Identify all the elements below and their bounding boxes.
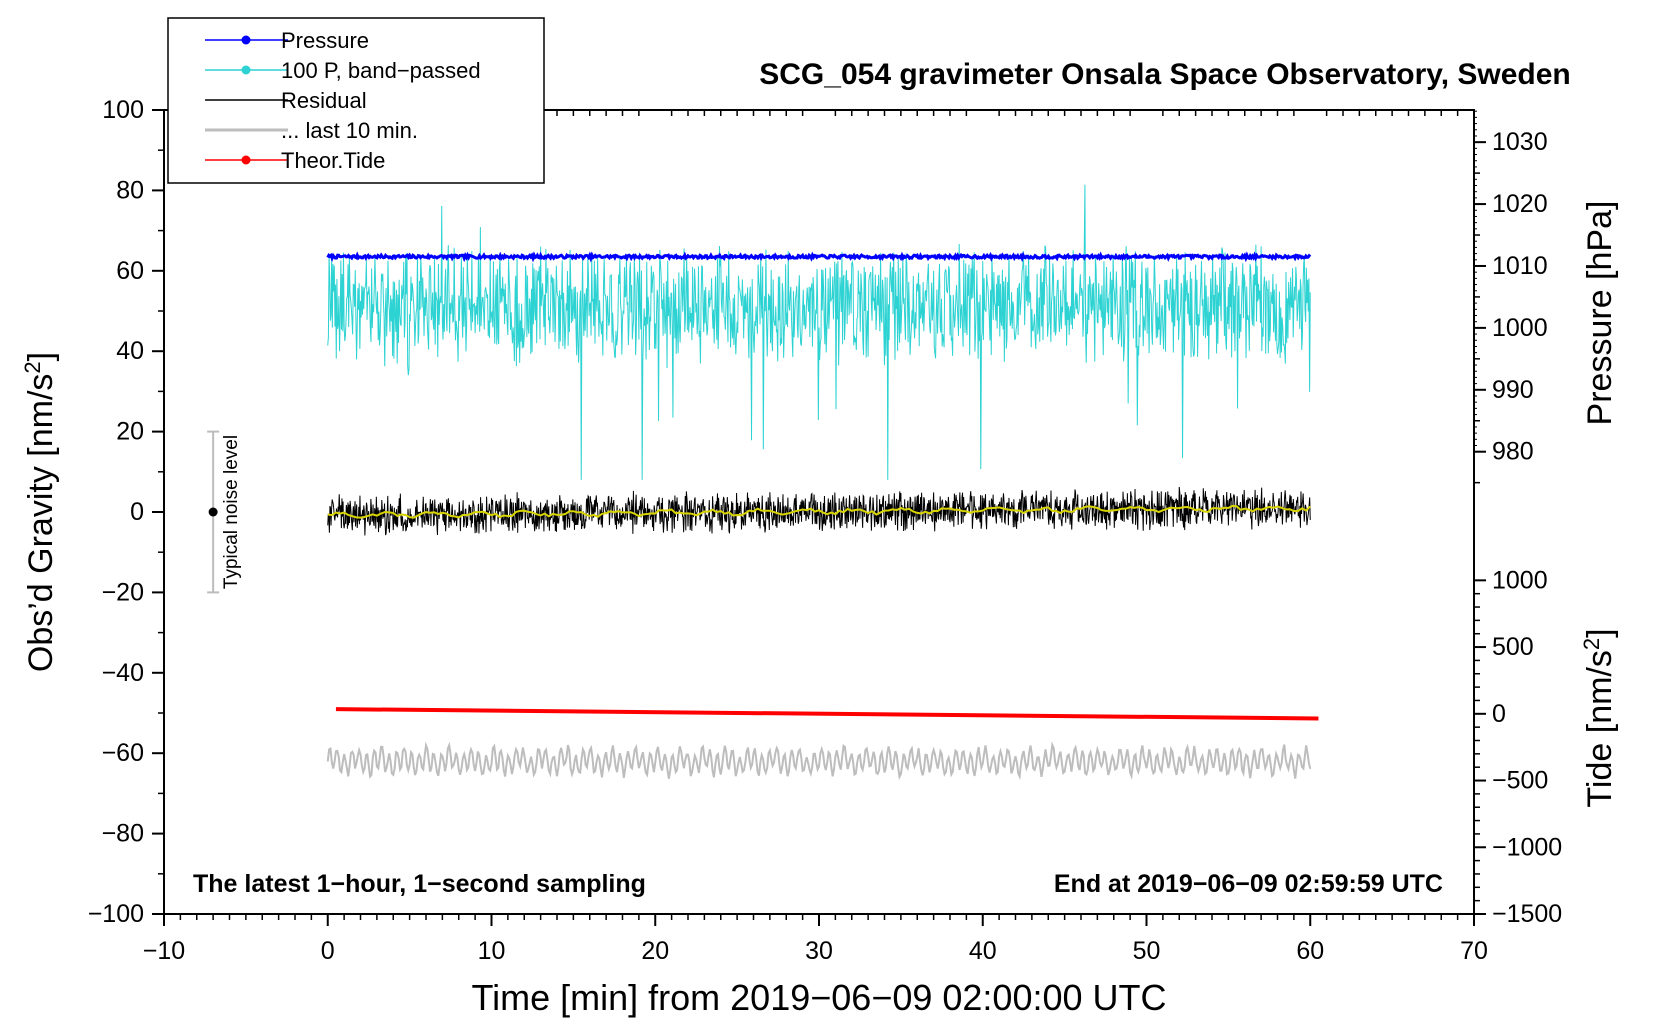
legend-label: ... last 10 min.	[281, 118, 418, 143]
series-theoretical-tide	[335, 707, 1319, 721]
y-axis-tick-label: −60	[102, 739, 144, 767]
text-layer: SCG_054 gravimeter Onsala Space Observat…	[20, 58, 1619, 1018]
tide-axis-tick-label: 1000	[1492, 566, 1548, 594]
legend-swatch-marker	[241, 155, 251, 165]
pressure-axis-tick-label: 980	[1492, 438, 1534, 466]
tide-axis-label-group: Tide [nm/s2]	[1579, 628, 1619, 807]
y-axis-tick-label: −80	[102, 820, 144, 848]
chart-title: SCG_054 gravimeter Onsala Space Observat…	[759, 58, 1571, 91]
x-axis-tick-label: 0	[321, 937, 335, 965]
y-axis-tick-label: 80	[116, 176, 144, 204]
series-layer: Typical noise level	[207, 184, 1319, 781]
pressure-axis-tick-label: 990	[1492, 376, 1534, 404]
tide-axis-tick-label: −1000	[1492, 833, 1562, 861]
y-axis-tick-label: −20	[102, 578, 144, 606]
legend-label: Residual	[281, 88, 367, 113]
x-axis-tick-label: −10	[143, 937, 185, 965]
tide-axis-tick-label: −1500	[1492, 900, 1562, 928]
x-axis-tick-label: 70	[1460, 937, 1488, 965]
pressure-axis-tick-label: 1020	[1492, 190, 1548, 218]
legend-swatch-marker	[241, 65, 251, 75]
tide-axis-tick-label: 0	[1492, 700, 1506, 728]
y-axis-tick-label: 40	[116, 337, 144, 365]
y-axis-tick-label: 0	[130, 498, 144, 526]
series-last-10-min	[326, 741, 1312, 781]
legend-entry: Residual	[205, 88, 367, 113]
series-pressure	[326, 251, 1312, 263]
series-residual	[327, 486, 1311, 536]
pressure-axis-label-group: Pressure [hPa]	[1581, 201, 1619, 426]
legend-entry: 100 P, band−passed	[205, 58, 481, 83]
tide-axis-tick-label: 500	[1492, 633, 1534, 661]
noise-center-dot	[208, 507, 218, 517]
noise-indicator: Typical noise level	[207, 430, 242, 594]
legend-label: Theor.Tide	[281, 148, 385, 173]
pressure-axis-tick-label: 1000	[1492, 314, 1548, 342]
x-axis-tick-label: 40	[969, 937, 997, 965]
x-axis-tick-label: 60	[1296, 937, 1324, 965]
pressure-axis-label: Pressure [hPa]	[1581, 201, 1619, 426]
x-axis-tick-label: 50	[1133, 937, 1161, 965]
y-axis-tick-label: 20	[116, 418, 144, 446]
legend-entry: Theor.Tide	[205, 148, 385, 173]
bottom-left-annotation: The latest 1−hour, 1−second sampling	[193, 870, 646, 898]
y-axis-tick-label: −100	[88, 900, 144, 928]
x-axis-tick-label: 10	[478, 937, 506, 965]
pressure-axis-tick-label: 1030	[1492, 128, 1548, 156]
noise-label: Typical noise level	[221, 435, 242, 589]
pressure-axis-tick-label: 1010	[1492, 252, 1548, 280]
tide-axis-label: Tide [nm/s2]	[1579, 628, 1619, 807]
x-axis-label: Time [min] from 2019−06−09 02:00:00 UTC	[471, 977, 1166, 1018]
series-smoothed-residual	[327, 504, 1311, 519]
y-axis-label-group: Obs’d Gravity [nm/s2]	[20, 352, 60, 672]
x-axis-tick-label: 30	[805, 937, 833, 965]
x-axis-tick-label: 20	[641, 937, 669, 965]
y-axis-tick-label: 60	[116, 257, 144, 285]
bottom-right-annotation: End at 2019−06−09 02:59:59 UTC	[1054, 870, 1443, 898]
legend-entry: Pressure	[205, 28, 369, 53]
legend-entry: ... last 10 min.	[205, 118, 418, 143]
legend-swatch-marker	[241, 35, 251, 45]
y-axis-label: Obs’d Gravity [nm/s2]	[20, 352, 60, 672]
legend-label: 100 P, band−passed	[281, 58, 481, 83]
y-axis-tick-label: 100	[102, 96, 144, 124]
axes-layer: −10 0 10 20 30 40 50 60 70−100−80−60−40−20020406…	[88, 96, 1563, 965]
legend-layer: Pressure 100 P, band−passed Residual ... la…	[167, 17, 545, 184]
y-axis-tick-label: −40	[102, 659, 144, 687]
legend-label: Pressure	[281, 28, 369, 53]
series-band-passed-pressure	[327, 184, 1311, 480]
tide-axis-tick-label: −500	[1492, 767, 1548, 795]
